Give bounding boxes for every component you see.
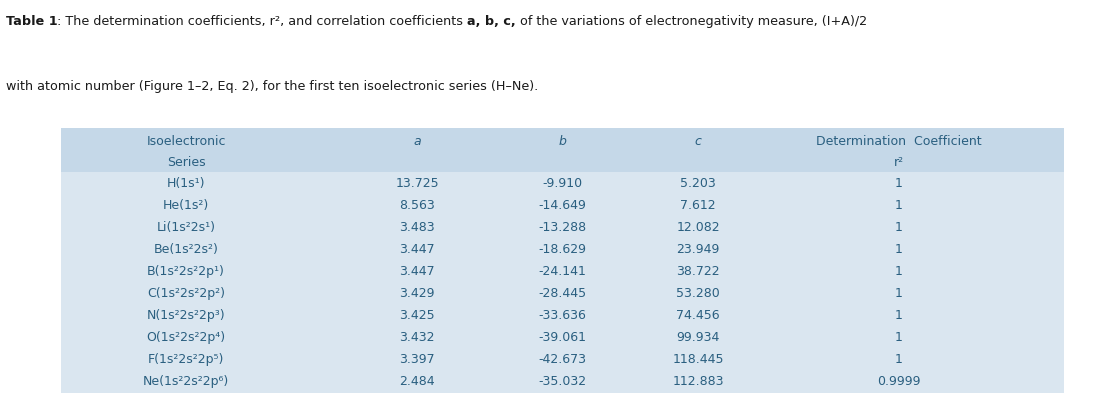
Text: -24.141: -24.141 [538, 265, 587, 278]
Text: 2.484: 2.484 [399, 375, 435, 389]
Text: -18.629: -18.629 [538, 243, 587, 256]
Bar [61, 194, 1064, 217]
Text: 38.722: 38.722 [676, 265, 720, 278]
Bar [61, 217, 1064, 239]
Text: 3.483: 3.483 [399, 221, 435, 234]
Text: He(1s²): He(1s²) [163, 199, 210, 212]
Text: 8.563: 8.563 [399, 199, 435, 212]
Text: C(1s²2s²2p²): C(1s²2s²2p²) [147, 287, 225, 300]
Bar [61, 371, 1064, 393]
Text: 1: 1 [895, 309, 902, 322]
Text: H(1s¹): H(1s¹) [167, 177, 205, 190]
Text: B(1s²2s²2p¹): B(1s²2s²2p¹) [147, 265, 225, 278]
Text: 3.397: 3.397 [399, 353, 435, 367]
Text: -39.061: -39.061 [538, 331, 587, 344]
Text: Be(1s²2s²): Be(1s²2s²) [153, 243, 218, 256]
Text: Ne(1s²2s²2p⁶): Ne(1s²2s²2p⁶) [143, 375, 229, 389]
Text: with atomic number (Figure 1–2, Eq. 2), for the first ten isoelectronic series (: with atomic number (Figure 1–2, Eq. 2), … [6, 79, 538, 93]
Text: 1: 1 [895, 221, 902, 234]
Text: -42.673: -42.673 [538, 353, 587, 367]
Text: 3.429: 3.429 [399, 287, 435, 300]
Bar [61, 128, 1064, 172]
Text: a: a [414, 136, 421, 148]
Bar [61, 349, 1064, 371]
Bar [61, 283, 1064, 305]
Text: 1: 1 [895, 199, 902, 212]
Text: -28.445: -28.445 [538, 287, 587, 300]
Text: 3.447: 3.447 [399, 243, 435, 256]
Text: : The determination coefficients, r², and correlation coefficients: : The determination coefficients, r², an… [57, 15, 468, 28]
Text: 3.425: 3.425 [399, 309, 435, 322]
Text: -9.910: -9.910 [543, 177, 582, 190]
Text: of the variations of electronegativity measure, (I+A)/2: of the variations of electronegativity m… [516, 15, 867, 28]
Text: -33.636: -33.636 [538, 309, 587, 322]
Text: -13.288: -13.288 [538, 221, 587, 234]
Text: Li(1s²2s¹): Li(1s²2s¹) [157, 221, 215, 234]
Text: 7.612: 7.612 [681, 199, 716, 212]
Text: Isoelectronic: Isoelectronic [147, 136, 226, 148]
Text: b: b [558, 136, 567, 148]
Text: 5.203: 5.203 [681, 177, 716, 190]
Text: 3.447: 3.447 [399, 265, 435, 278]
Text: 74.456: 74.456 [676, 309, 720, 322]
Text: 1: 1 [895, 353, 902, 367]
Text: 1: 1 [895, 243, 902, 256]
Text: 23.949: 23.949 [676, 243, 720, 256]
Text: a, b, c,: a, b, c, [468, 15, 516, 28]
Text: 13.725: 13.725 [395, 177, 439, 190]
Text: 118.445: 118.445 [673, 353, 724, 367]
Text: Table 1: Table 1 [6, 15, 57, 28]
Text: N(1s²2s²2p³): N(1s²2s²2p³) [147, 309, 225, 322]
Text: 112.883: 112.883 [673, 375, 724, 389]
Text: Series: Series [167, 156, 205, 169]
Text: 1: 1 [895, 331, 902, 344]
Text: 1: 1 [895, 177, 902, 190]
Bar [61, 327, 1064, 349]
Text: 1: 1 [895, 287, 902, 300]
Bar [61, 239, 1064, 261]
Bar [61, 261, 1064, 283]
Text: 12.082: 12.082 [676, 221, 720, 234]
Text: 3.432: 3.432 [399, 331, 435, 344]
Text: 99.934: 99.934 [676, 331, 720, 344]
Text: -14.649: -14.649 [538, 199, 587, 212]
Text: O(1s²2s²2p⁴): O(1s²2s²2p⁴) [147, 331, 226, 344]
Text: F(1s²2s²2p⁵): F(1s²2s²2p⁵) [148, 353, 224, 367]
Text: 1: 1 [895, 265, 902, 278]
Text: r²: r² [893, 156, 903, 169]
Bar [61, 172, 1064, 194]
Text: -35.032: -35.032 [538, 375, 587, 389]
Text: 0.9999: 0.9999 [877, 375, 921, 389]
Text: c: c [695, 136, 702, 148]
Text: Determination  Coefficient: Determination Coefficient [816, 136, 982, 148]
Text: 53.280: 53.280 [676, 287, 720, 300]
Bar [61, 305, 1064, 327]
